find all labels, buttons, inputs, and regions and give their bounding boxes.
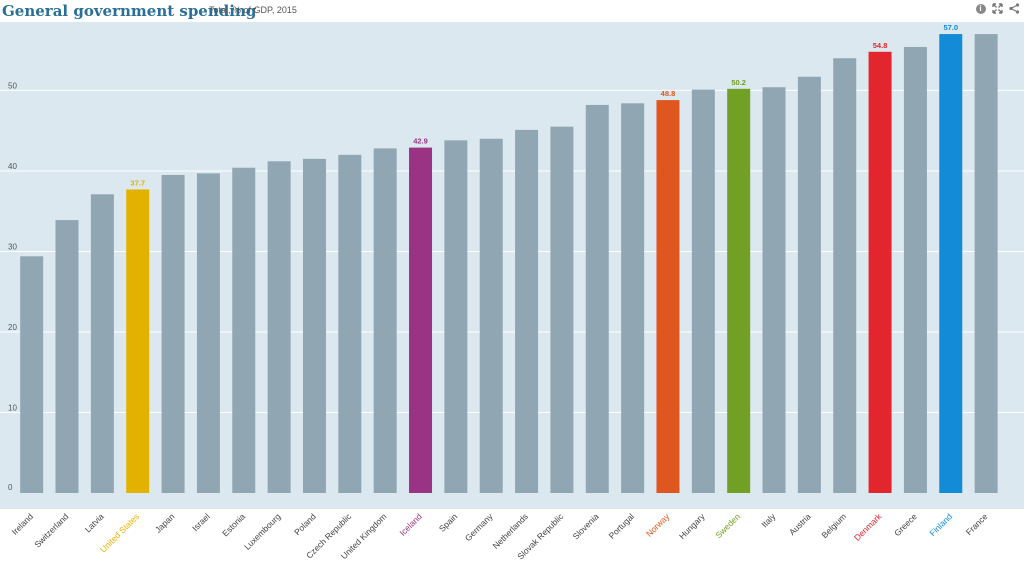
bar[interactable] [267,161,291,494]
bar[interactable] [833,58,857,493]
y-tick-label: 30 [8,242,17,251]
x-tick-label: Germany [463,511,495,543]
x-tick-label: Austria [787,511,813,537]
share-icon[interactable] [1009,3,1020,14]
data-label: 54.8 [873,41,888,50]
x-tick-label: Estonia [220,511,247,538]
bar[interactable] [20,256,44,493]
bar[interactable] [939,34,963,493]
y-tick-label: 0 [8,483,13,492]
y-tick-label: 10 [8,403,17,412]
bar[interactable] [515,129,539,493]
bar[interactable] [409,147,433,493]
x-tick-label: Israel [190,511,212,533]
bar[interactable] [868,51,892,494]
expand-icon[interactable] [992,3,1003,14]
bars [20,34,998,494]
bar[interactable] [232,167,256,493]
data-label: 42.9 [413,137,428,146]
bar[interactable] [903,46,927,493]
bar[interactable] [550,126,574,494]
x-tick-label: Greece [892,511,919,538]
bar[interactable] [621,103,645,494]
x-tick-label: Denmark [852,511,884,543]
chart-toolbar: i [975,3,1020,14]
info-icon[interactable]: i [975,3,986,14]
x-tick-label: Sweden [713,511,742,540]
x-tick-label: Norway [644,511,672,539]
chart-subtitle: Total, % of GDP, 2015 [209,5,297,15]
x-tick-label: Italy [759,511,778,530]
chart-header: General government spending Total, % of … [0,0,1024,22]
bar[interactable] [727,88,751,494]
bar[interactable] [974,34,998,493]
x-tick-label: France [964,511,990,537]
x-tick-label: Slovenia [571,511,601,541]
x-tick-label: Latvia [83,511,106,534]
x-tick-label: Switzerland [32,511,70,549]
bar[interactable] [338,154,362,493]
data-label: 48.8 [661,89,676,98]
data-label: 37.7 [130,178,145,187]
bar[interactable] [762,87,786,493]
bar[interactable] [585,104,609,493]
y-tick-label: 40 [8,162,17,171]
chart-title: General government spending [2,2,257,20]
data-labels: 37.7 42.9 48.8 50.2 54.8 57.0 [130,23,958,187]
x-tick-label: Poland [292,511,318,537]
bar[interactable] [302,158,326,493]
bar[interactable] [444,140,468,493]
y-axis-ticks: 0 10 20 30 40 50 [8,81,17,492]
bar[interactable] [691,89,715,493]
x-tick-label: Ireland [10,511,36,537]
bar[interactable] [656,100,680,493]
x-tick-label: Luxembourg [242,511,283,552]
bar[interactable] [797,76,821,493]
y-tick-label: 20 [8,323,17,332]
bar[interactable] [55,220,79,494]
bar[interactable] [126,189,150,493]
x-tick-label: Japan [153,511,177,535]
x-tick-label: Portugal [607,511,637,541]
x-tick-label: Belgium [819,511,848,540]
y-tick-label: 50 [8,81,17,90]
bar[interactable] [90,194,114,494]
bar[interactable] [479,138,503,493]
x-tick-label: Finland [927,511,954,538]
x-tick-label: Spain [437,511,460,534]
bar[interactable] [196,173,220,493]
x-tick-label: Hungary [677,511,707,541]
x-tick-label: Iceland [397,511,424,538]
data-label: 57.0 [943,23,958,32]
data-label: 50.2 [731,78,746,87]
bar[interactable] [373,148,397,493]
bar[interactable] [161,174,185,493]
